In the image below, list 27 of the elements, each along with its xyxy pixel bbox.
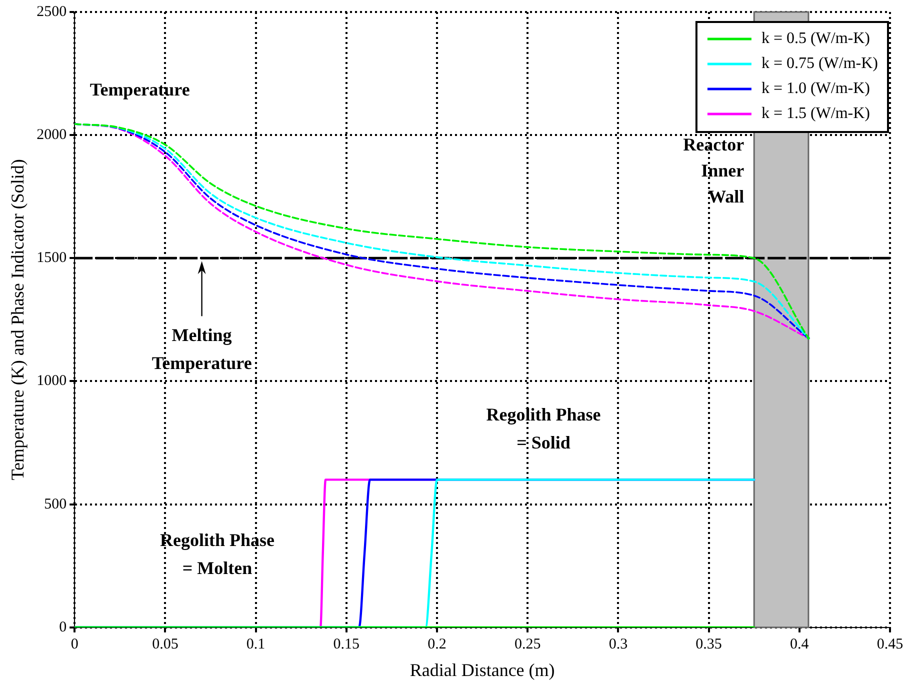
legend-label: k = 1.0 (W/m-K) bbox=[761, 80, 870, 98]
x-tick-label: 0.4 bbox=[790, 636, 810, 652]
y-tick-label: 500 bbox=[44, 496, 67, 512]
x-tick-label: 0.05 bbox=[152, 636, 178, 652]
band-label: Reactor Inner Wall bbox=[683, 134, 744, 207]
annotation: Regolith Phase = Solid bbox=[486, 404, 601, 453]
x-tick-label: 0.15 bbox=[333, 636, 360, 652]
x-tick-label: 0.35 bbox=[696, 636, 722, 652]
annotation: Temperature bbox=[90, 80, 190, 100]
x-tick-label: 0.3 bbox=[608, 636, 628, 652]
x-tick-label: 0 bbox=[70, 636, 78, 652]
y-tick-label: 2500 bbox=[36, 4, 67, 20]
x-axis-title: Radial Distance (m) bbox=[410, 660, 555, 680]
annotation: Regolith Phase = Molten bbox=[160, 530, 275, 578]
ref-line-label: Melting Temperature bbox=[152, 324, 252, 373]
y-tick-label: 0 bbox=[59, 619, 67, 636]
y-tick-label: 2000 bbox=[36, 127, 67, 144]
legend-label: k = 1.5 (W/m-K) bbox=[761, 105, 870, 122]
x-tick-label: 0.25 bbox=[514, 636, 541, 652]
x-tick-label: 0.2 bbox=[428, 636, 446, 652]
y-axis-title: Temperature (K) and Phase Indicator (Solid) bbox=[8, 159, 28, 480]
legend-label: k = 0.5 (W/m-K) bbox=[761, 30, 870, 48]
legend-label: k = 0.75 (W/m-K) bbox=[761, 55, 878, 72]
x-tick-label: 0.45 bbox=[876, 636, 904, 652]
x-tick-label: 0.1 bbox=[246, 636, 266, 652]
y-tick-label: 1000 bbox=[36, 373, 67, 390]
y-tick-label: 1500 bbox=[36, 250, 67, 266]
